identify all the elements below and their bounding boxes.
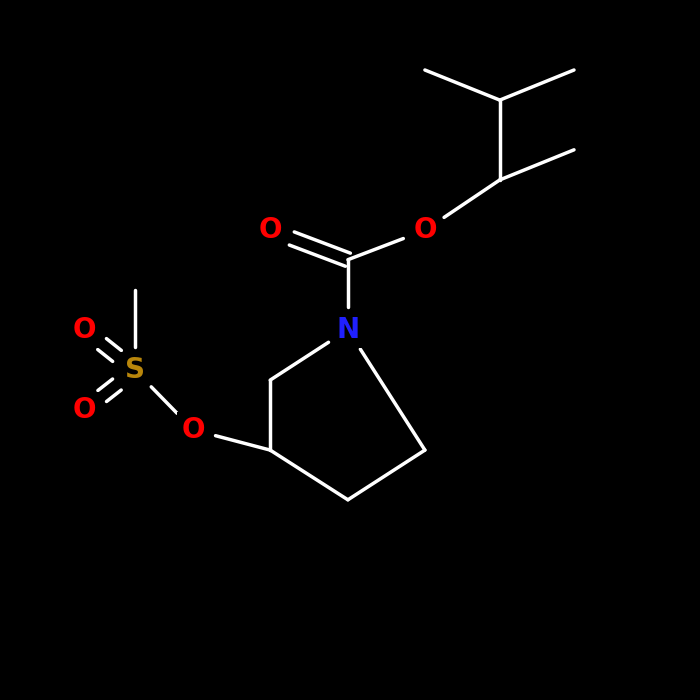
- Text: O: O: [413, 216, 437, 244]
- Text: O: O: [181, 416, 205, 444]
- Text: O: O: [258, 216, 282, 244]
- Text: S: S: [125, 356, 145, 384]
- Text: O: O: [72, 316, 96, 344]
- Text: O: O: [72, 396, 96, 424]
- Text: N: N: [336, 316, 360, 344]
